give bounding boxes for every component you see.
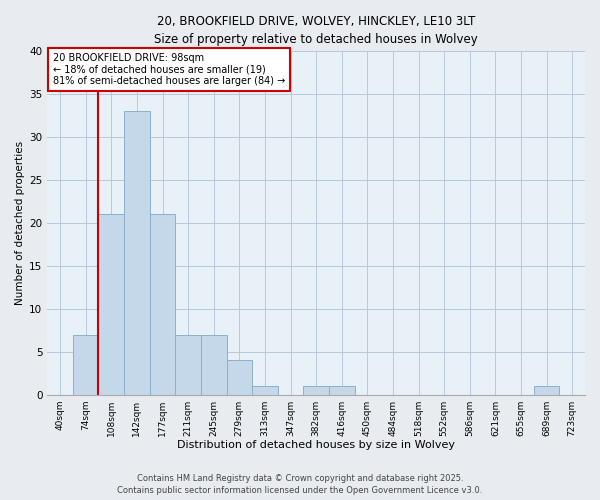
Bar — [534, 386, 559, 394]
Text: 20 BROOKFIELD DRIVE: 98sqm
← 18% of detached houses are smaller (19)
81% of semi: 20 BROOKFIELD DRIVE: 98sqm ← 18% of deta… — [53, 53, 285, 86]
Bar — [252, 386, 278, 394]
Bar — [304, 386, 329, 394]
Bar — [150, 214, 175, 394]
Bar — [175, 334, 201, 394]
Bar — [201, 334, 227, 394]
Bar — [73, 334, 98, 394]
Y-axis label: Number of detached properties: Number of detached properties — [15, 141, 25, 305]
Bar — [329, 386, 355, 394]
Text: Contains HM Land Registry data © Crown copyright and database right 2025.
Contai: Contains HM Land Registry data © Crown c… — [118, 474, 482, 495]
Title: 20, BROOKFIELD DRIVE, WOLVEY, HINCKLEY, LE10 3LT
Size of property relative to de: 20, BROOKFIELD DRIVE, WOLVEY, HINCKLEY, … — [154, 15, 478, 46]
X-axis label: Distribution of detached houses by size in Wolvey: Distribution of detached houses by size … — [177, 440, 455, 450]
Bar — [227, 360, 252, 394]
Bar — [98, 214, 124, 394]
Bar — [124, 112, 150, 395]
